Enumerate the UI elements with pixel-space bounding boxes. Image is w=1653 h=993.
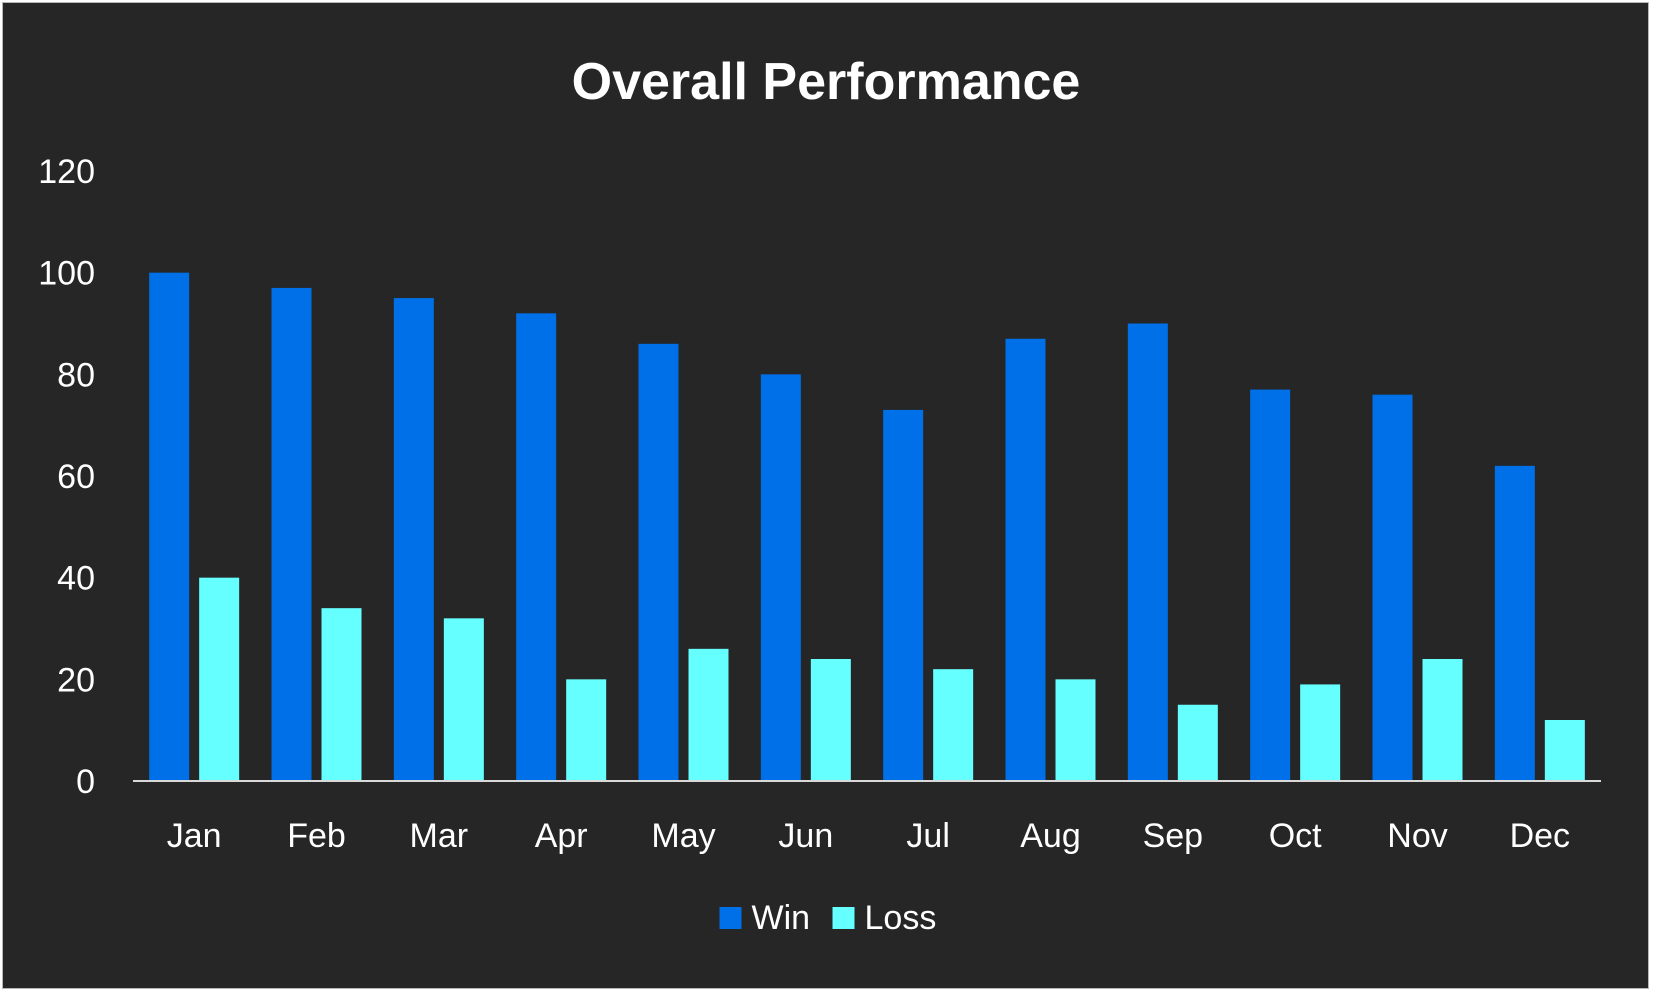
x-tick-label: Nov: [1387, 817, 1447, 855]
y-tick-label: 100: [38, 255, 95, 293]
bar-win-may: [638, 343, 679, 781]
x-tick-label: Oct: [1269, 817, 1322, 855]
legend: Win Loss: [719, 899, 937, 937]
x-tick-label: May: [651, 817, 715, 855]
bar-win-nov: [1372, 394, 1413, 781]
y-axis-tick-labels: 0 20 40 60 80 100 120: [38, 153, 95, 801]
x-tick-label: Apr: [535, 817, 588, 855]
bar-loss-sep: [1177, 704, 1218, 781]
y-tick-label: 60: [57, 458, 95, 496]
bar-loss-dec: [1544, 720, 1585, 781]
bar-loss-oct: [1300, 684, 1341, 781]
y-tick-label: 80: [57, 356, 95, 394]
y-tick-label: 120: [38, 153, 95, 191]
x-tick-label: Feb: [287, 817, 346, 855]
bar-win-feb: [271, 287, 312, 781]
bar-win-jun: [760, 374, 801, 781]
bar-loss-jun: [810, 659, 851, 781]
bar-loss-jan: [199, 577, 240, 781]
legend-swatch-loss: [832, 907, 855, 929]
bar-win-apr: [516, 313, 557, 781]
bar-loss-mar: [443, 618, 484, 781]
x-tick-label: Jul: [906, 817, 949, 855]
bar-loss-may: [688, 648, 729, 781]
x-tick-label: Jun: [778, 817, 833, 855]
x-tick-label: Dec: [1510, 817, 1570, 855]
x-tick-label: Sep: [1143, 817, 1204, 855]
bar-win-aug: [1005, 338, 1046, 781]
y-tick-label: 0: [76, 763, 95, 801]
legend-label-loss: Loss: [865, 899, 937, 937]
bars-group: [149, 272, 1585, 781]
y-tick-label: 20: [57, 661, 95, 699]
bar-win-oct: [1250, 389, 1291, 781]
legend-label-win: Win: [752, 899, 811, 937]
bar-loss-apr: [566, 679, 607, 781]
bar-win-sep: [1127, 323, 1168, 781]
legend-swatch-win: [719, 907, 742, 929]
x-axis-tick-labels: Jan Feb Mar Apr May Jun Jul Aug Sep Oct Nov Dec: [167, 817, 1570, 855]
bar-loss-nov: [1422, 659, 1463, 781]
y-tick-label: 40: [57, 560, 95, 598]
x-tick-label: Jan: [167, 817, 222, 855]
x-tick-label: Aug: [1020, 817, 1081, 855]
bar-win-jan: [149, 272, 190, 781]
bar-win-jul: [883, 409, 924, 781]
chart-title: Overall Performance: [572, 53, 1081, 111]
bar-loss-jul: [933, 669, 974, 781]
bar-chart: Overall Performance 0 20 40 60 80 100 120 Jan F…: [38, 53, 1601, 937]
x-tick-label: Mar: [410, 817, 469, 855]
bar-loss-aug: [1055, 679, 1096, 781]
bar-win-mar: [393, 298, 434, 781]
bar-loss-feb: [321, 608, 362, 781]
bar-win-dec: [1494, 465, 1535, 781]
